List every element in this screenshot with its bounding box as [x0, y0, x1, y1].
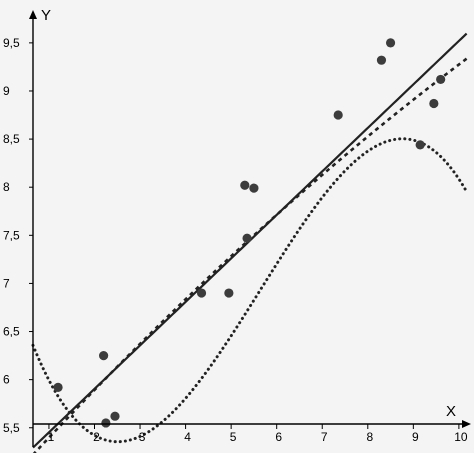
x-tick-label: 3: [139, 430, 146, 444]
y-tick-label: 9: [3, 84, 10, 98]
data-point: [196, 288, 207, 298]
data-point: [53, 382, 63, 392]
y-tick-label: 6: [3, 373, 10, 387]
data-point: [376, 55, 387, 65]
x-tick-label: 5: [230, 430, 237, 444]
data-point: [429, 98, 439, 109]
x-tick-label: 10: [454, 430, 468, 444]
data-point: [333, 110, 343, 120]
y-tick-label: 8,5: [3, 132, 20, 146]
y-axis-label: Y: [41, 7, 51, 24]
fit-lines: [31, 32, 469, 453]
data-point: [240, 180, 250, 190]
x-axis-label: X: [446, 403, 456, 420]
x-tick-label: 6: [275, 430, 282, 444]
x-axis-arrow-icon: [462, 420, 471, 428]
data-point: [436, 74, 446, 85]
y-axis-arrow-icon: [29, 10, 37, 19]
fit-line-dotted: [31, 137, 469, 444]
y-tick-label: 9,5: [3, 36, 20, 50]
y-tick-label: 6,5: [3, 325, 20, 339]
x-ticks: 1 2 3 4 5 6 7 8 9 10: [48, 424, 468, 444]
y-tick-label: 8: [3, 180, 10, 194]
data-point: [242, 233, 252, 243]
data-points: [53, 38, 446, 428]
data-point: [99, 350, 109, 361]
data-point: [249, 183, 259, 193]
y-tick-label: 5,5: [3, 421, 20, 435]
x-tick-label: 2: [93, 430, 100, 444]
x-tick-label: 4: [184, 430, 191, 444]
y-ticks: 5,5 6 6,5 7 7,5 8 8,5 9 9,5: [3, 36, 33, 435]
data-point: [415, 140, 425, 150]
y-tick-label: 7,5: [3, 228, 20, 242]
x-tick-label: 9: [412, 430, 419, 444]
data-point: [224, 288, 234, 298]
data-point: [110, 411, 120, 421]
y-tick-label: 7: [3, 276, 10, 290]
data-point: [385, 38, 396, 48]
x-tick-label: 8: [366, 430, 373, 444]
data-point: [101, 418, 111, 428]
x-tick-label: 7: [321, 430, 328, 444]
fit-line-dashed: [32, 57, 468, 453]
x-tick-label: 1: [48, 430, 55, 444]
